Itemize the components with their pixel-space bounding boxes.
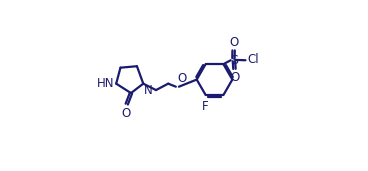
Text: HN: HN <box>97 77 114 90</box>
Text: O: O <box>121 107 131 120</box>
Text: S: S <box>230 54 238 67</box>
Text: F: F <box>201 100 208 113</box>
Text: O: O <box>177 72 187 85</box>
Text: O: O <box>230 36 239 49</box>
Text: N: N <box>144 84 153 97</box>
Text: O: O <box>231 71 240 84</box>
Text: Cl: Cl <box>247 53 259 66</box>
